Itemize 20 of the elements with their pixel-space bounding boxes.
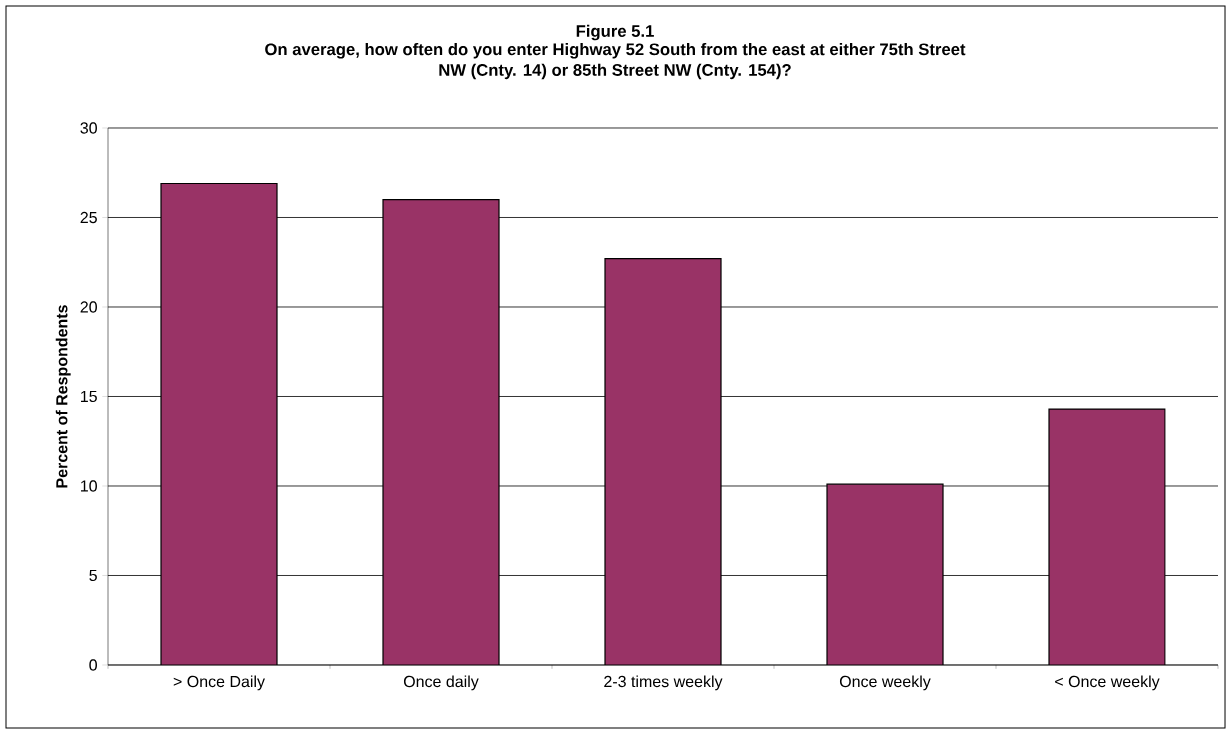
y-tick-label: 5 xyxy=(89,569,97,582)
x-tick-label: 2-3 times weekly xyxy=(604,675,723,691)
bar xyxy=(1048,408,1166,665)
y-tick-label: 0 xyxy=(89,659,97,671)
bar xyxy=(160,182,278,665)
x-tick-label: Once daily xyxy=(403,675,479,691)
y-tick-label: 20 xyxy=(80,301,97,313)
bar xyxy=(382,198,500,665)
x-tick-label: > Once Daily xyxy=(173,675,265,691)
bar xyxy=(604,258,722,665)
y-axis-title: Percent of Respondents xyxy=(55,305,71,488)
y-tick-label: 15 xyxy=(81,390,97,403)
y-tick-label: 30 xyxy=(80,122,97,134)
y-tick-label: 25 xyxy=(80,211,97,224)
x-tick-label: Once weekly xyxy=(839,675,931,691)
x-tick-label: < Once weekly xyxy=(1055,675,1160,691)
chart-title: Figure 5.1 xyxy=(576,24,654,41)
chart-subtitle: On average, how often do you enter Highway 52 South from the east at either 75th Street NW (Cnty. 14) or 85th Street NW (Cnty. 154)? xyxy=(265,42,966,80)
bar xyxy=(826,483,944,665)
y-tick-label: 10 xyxy=(81,480,97,492)
